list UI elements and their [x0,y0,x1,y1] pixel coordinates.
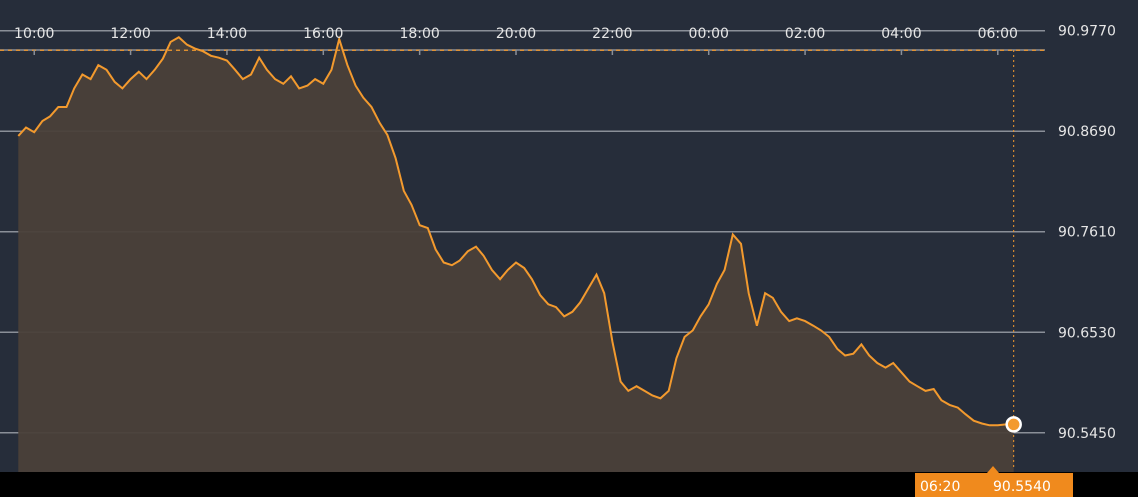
y-tick-label: 90.5450 [1058,426,1116,442]
y-tick-label: 90.6530 [1058,325,1116,341]
x-tick-label: 14:00 [207,26,247,42]
current-value-label: 90.5540 [993,479,1051,495]
y-tick-label: 90.8690 [1058,124,1116,140]
current-value-tag: 06:20 90.5540 [915,466,1073,497]
x-tick-label: 10:00 [14,26,54,42]
tag-pointer [987,466,999,473]
x-tick-label: 20:00 [496,26,536,42]
y-tick-label: 90.7610 [1058,225,1116,241]
x-tick-label: 16:00 [303,26,343,42]
x-tick-label: 22:00 [592,26,632,42]
price-series-line [17,35,1014,427]
tag-background [915,473,1073,497]
current-time-label: 06:20 [920,479,960,495]
x-tick-label: 12:00 [110,26,150,42]
x-tick-label: 02:00 [785,26,825,42]
y-axis-labels: 90.9770 90.8690 90.7610 90.6530 90.5450 [1058,24,1116,442]
x-tick-label: 00:00 [689,26,729,42]
x-tick-label: 06:00 [978,26,1018,42]
x-axis-ticks: 10:00 12:00 14:00 16:00 18:00 20:00 22:00 00:00… [14,26,1018,55]
x-tick-label: 18:00 [399,26,439,42]
price-area [18,37,1014,472]
y-tick-label: 90.9770 [1058,24,1116,40]
last-price-marker[interactable] [1005,416,1022,433]
x-tick-label: 04:00 [881,26,921,42]
